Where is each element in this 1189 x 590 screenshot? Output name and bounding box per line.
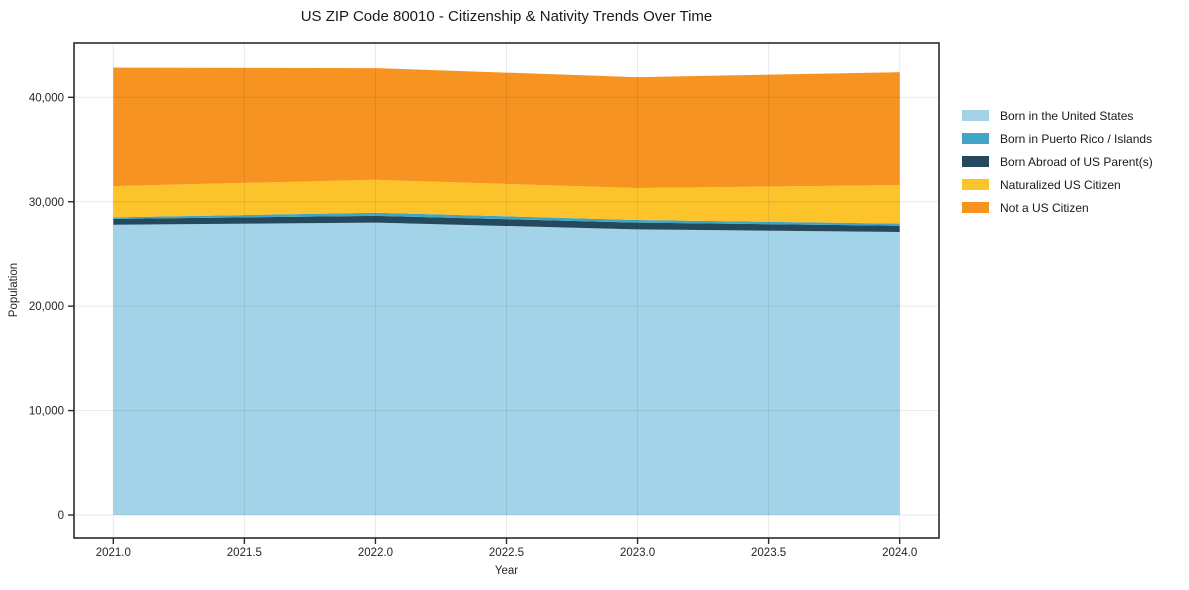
legend: Born in the United States Born in Puerto … [962,104,1153,219]
legend-item: Born in the United States [962,104,1153,127]
legend-label: Naturalized US Citizen [1000,177,1121,192]
legend-swatch-icon [962,110,989,121]
x-tick-label: 2021.0 [96,547,131,559]
legend-item: Naturalized US Citizen [962,173,1153,196]
legend-item: Born in Puerto Rico / Islands [962,127,1153,150]
legend-swatch-icon [962,179,989,190]
legend-swatch-icon [962,156,989,167]
legend-swatch-icon [962,202,989,213]
y-tick-label: 10,000 [29,406,64,418]
y-axis-label: Population [8,262,20,318]
x-axis-label: Year [494,565,519,577]
legend-label: Not a US Citizen [1000,200,1089,215]
x-tick-label: 2022.0 [358,547,393,559]
legend-label: Born Abroad of US Parent(s) [1000,154,1153,169]
legend-label: Born in the United States [1000,108,1134,123]
area-series-4 [113,67,900,189]
legend-item: Not a US Citizen [962,196,1153,219]
y-tick-label: 0 [58,510,64,522]
area-series-1 [113,212,900,226]
legend-label: Born in Puerto Rico / Islands [1000,131,1153,146]
y-tick-label: 30,000 [29,197,64,209]
x-tick-label: 2022.5 [489,547,524,559]
y-tick-label: 20,000 [29,301,64,313]
x-tick-label: 2021.5 [227,547,262,559]
legend-swatch-icon [962,133,989,144]
x-tick-label: 2023.0 [620,547,655,559]
legend-item: Born Abroad of US Parent(s) [962,150,1153,173]
x-tick-label: 2023.5 [751,547,786,559]
area-series-3 [113,179,900,224]
y-tick-label: 40,000 [29,92,64,104]
area-series-0 [113,222,900,516]
x-tick-label: 2024.0 [882,547,917,559]
chart-title: US ZIP Code 80010 - Citizenship & Nativi… [300,8,713,25]
area-series-2 [113,215,900,233]
